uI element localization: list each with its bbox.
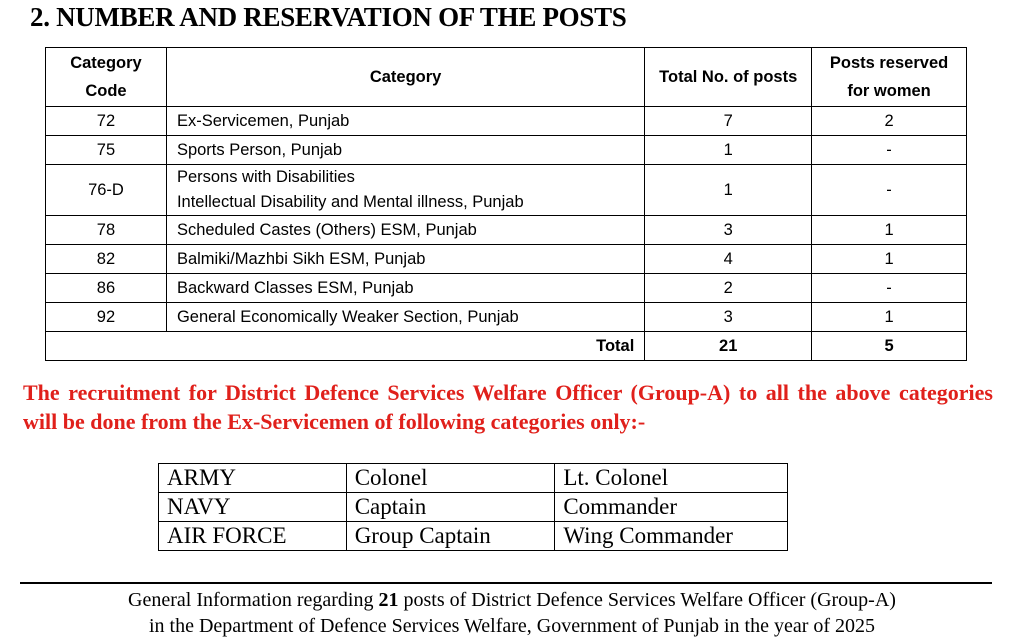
footer-line-2: in the Department of Defence Services We… — [148, 615, 876, 637]
rank-2-cell: Wing Commander — [554, 521, 788, 551]
total-posts-cell: 3 — [644, 215, 813, 245]
header-women-posts: Posts reserved for women — [811, 47, 967, 107]
category-name: Backward Classes ESM, Punjab — [165, 273, 646, 303]
category-code: 76-D — [45, 164, 167, 216]
women-posts-cell: 1 — [811, 302, 967, 332]
posts-table: Category Code Category Total No. of post… — [44, 47, 967, 361]
total-posts-cell: 1 — [644, 164, 813, 216]
women-posts-cell: - — [811, 135, 967, 165]
rank-2-cell: Commander — [554, 492, 788, 522]
table-row: 78 Scheduled Castes (Others) ESM, Punjab… — [45, 215, 967, 245]
women-posts-cell: - — [811, 164, 967, 216]
table-header-row: Category Code Category Total No. of post… — [45, 47, 967, 107]
category-name: Balmiki/Mazhbi Sikh ESM, Punjab — [165, 244, 646, 274]
service-cell: AIR FORCE — [158, 521, 347, 551]
category-name: Sports Person, Punjab — [165, 135, 646, 165]
rank-row: AIR FORCE Group Captain Wing Commander — [158, 521, 788, 551]
header-category: Category — [165, 47, 646, 107]
table-row: 76-D Persons with Disabilities Intellectu… — [45, 164, 967, 216]
footer-text-post: posts of District Defence Services Welfa… — [398, 589, 896, 611]
category-line: Ex-Servicemen, Punjab — [176, 111, 350, 130]
header-category-code: Category Code — [45, 47, 167, 107]
ranks-table: ARMY Colonel Lt. Colonel NAVY Captain Command… — [158, 463, 788, 551]
category-code: 86 — [45, 273, 167, 303]
rank-1-cell: Group Captain — [345, 521, 556, 551]
category-code: 78 — [45, 215, 167, 245]
women-posts-cell: 1 — [811, 215, 967, 245]
service-cell: ARMY — [158, 463, 347, 493]
divider — [20, 582, 992, 584]
category-name: Ex-Servicemen, Punjab — [165, 106, 646, 136]
total-posts: 21 — [644, 331, 813, 361]
category-line: Scheduled Castes (Others) ESM, Punjab — [176, 220, 477, 239]
women-posts-cell: 2 — [811, 106, 967, 136]
rank-2-cell: Lt. Colonel — [554, 463, 788, 493]
category-code: 82 — [45, 244, 167, 274]
footer-info: General Information regarding 21 posts o… — [0, 587, 1024, 639]
total-posts-cell: 4 — [644, 244, 813, 274]
category-name: Persons with Disabilities Intellectual Di… — [165, 164, 646, 216]
category-line: General Economically Weaker Section, Pun… — [176, 307, 519, 326]
table-row: 86 Backward Classes ESM, Punjab 2 - — [45, 273, 967, 303]
service-cell: NAVY — [158, 492, 347, 522]
rank-row: ARMY Colonel Lt. Colonel — [158, 463, 788, 493]
section-heading: 2. NUMBER AND RESERVATION OF THE POSTS — [30, 2, 627, 32]
total-label: Total — [44, 331, 646, 361]
footer-post-count: 21 — [378, 589, 399, 611]
table-row: 75 Sports Person, Punjab 1 - — [45, 135, 967, 165]
total-posts-cell: 7 — [644, 106, 813, 136]
table-row: 92 General Economically Weaker Section, … — [45, 302, 967, 332]
rank-row: NAVY Captain Commander — [158, 492, 788, 522]
category-code: 75 — [45, 135, 167, 165]
category-name: General Economically Weaker Section, Pun… — [165, 302, 646, 332]
eligibility-notice: The recruitment for District Defence Ser… — [23, 380, 993, 434]
total-posts-cell: 2 — [644, 273, 813, 303]
category-line: Sports Person, Punjab — [176, 140, 343, 159]
footer-text-pre: General Information regarding — [128, 589, 379, 611]
category-line-2: Intellectual Disability and Mental illne… — [176, 193, 524, 211]
table-row: 82 Balmiki/Mazhbi Sikh ESM, Punjab 4 1 — [45, 244, 967, 274]
women-posts-cell: 1 — [811, 244, 967, 274]
rank-1-cell: Captain — [345, 492, 556, 522]
table-row: 72 Ex-Servicemen, Punjab 7 2 — [45, 106, 967, 136]
header-total-posts: Total No. of posts — [644, 47, 813, 107]
total-posts-cell: 3 — [644, 302, 813, 332]
category-code: 72 — [45, 106, 167, 136]
rank-1-cell: Colonel — [345, 463, 556, 493]
category-line: Persons with Disabilities — [176, 168, 355, 186]
women-posts-cell: - — [811, 273, 967, 303]
total-women: 5 — [811, 331, 967, 361]
category-line: Backward Classes ESM, Punjab — [176, 278, 414, 297]
category-code: 92 — [45, 302, 167, 332]
category-name: Scheduled Castes (Others) ESM, Punjab — [165, 215, 646, 245]
total-row: Total 21 5 — [44, 331, 967, 361]
category-line: Balmiki/Mazhbi Sikh ESM, Punjab — [176, 249, 426, 268]
total-posts-cell: 1 — [644, 135, 813, 165]
